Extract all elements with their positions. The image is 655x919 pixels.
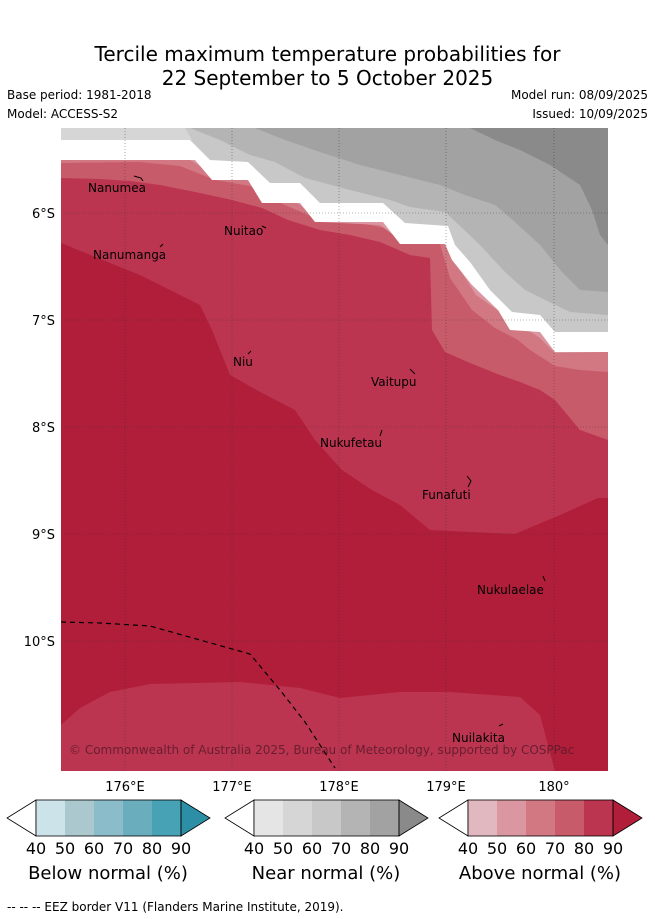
cb-tick: 40 bbox=[458, 839, 478, 858]
cb-tick: 60 bbox=[516, 839, 536, 858]
map-plot-area: Nanumea Nuitao Nanumanga Niu Vaitupu Nuk… bbox=[60, 128, 608, 771]
model-name: Model: ACCESS-S2 bbox=[7, 107, 119, 121]
cb-tick: 70 bbox=[113, 839, 133, 858]
cb-tick: 60 bbox=[84, 839, 104, 858]
lat-label: 6°S bbox=[32, 207, 55, 222]
place-label-nuitao: Nuitao bbox=[224, 224, 263, 238]
title-line-2: 22 September to 5 October 2025 bbox=[161, 66, 494, 90]
legend-title-below: Below normal (%) bbox=[28, 863, 188, 884]
cb-tick: 90 bbox=[389, 839, 409, 858]
map-gridlines bbox=[61, 128, 608, 771]
cb-tick: 70 bbox=[545, 839, 565, 858]
cb-tick: 40 bbox=[26, 839, 46, 858]
base-period: Base period: 1981-2018 bbox=[7, 88, 152, 102]
place-label-niu: Niu bbox=[233, 355, 253, 369]
cb-tick: 60 bbox=[302, 839, 322, 858]
legend-title-above: Above normal (%) bbox=[458, 863, 622, 884]
place-label-nanumea: Nanumea bbox=[88, 181, 146, 195]
legend-title-near: Near normal (%) bbox=[251, 863, 401, 884]
title-line-1: Tercile maximum temperature probabilitie… bbox=[94, 42, 561, 66]
place-label-nanumanga: Nanumanga bbox=[93, 248, 166, 262]
lon-label: 179°E bbox=[426, 780, 466, 795]
cb-tick: 40 bbox=[244, 839, 264, 858]
cb-tick: 70 bbox=[331, 839, 351, 858]
cb-tick: 90 bbox=[171, 839, 191, 858]
zone-near-50 bbox=[61, 128, 192, 140]
zone-above-80-south bbox=[61, 682, 555, 771]
place-label-nukulaelae: Nukulaelae bbox=[477, 583, 544, 597]
copyright-notice: © Commonwealth of Australia 2025, Bureau… bbox=[69, 743, 574, 757]
place-label-nuilakita: Nuilakita bbox=[452, 731, 505, 745]
lon-label: 180° bbox=[538, 780, 569, 795]
lon-label: 176°E bbox=[105, 780, 145, 795]
cb-tick: 50 bbox=[55, 839, 75, 858]
colorbar-near-normal bbox=[224, 799, 429, 837]
lon-label: 178°E bbox=[319, 780, 359, 795]
place-label-nukufetau: Nukufetau bbox=[320, 436, 382, 450]
model-run-date: Model run: 08/09/2025 bbox=[510, 88, 648, 102]
colorbar-above-normal bbox=[438, 799, 643, 837]
zone-near-80 bbox=[255, 128, 608, 292]
cb-tick: 90 bbox=[603, 839, 623, 858]
cb-tick: 80 bbox=[142, 839, 162, 858]
eez-footnote: -- -- -- EEZ border V11 (Flanders Marine… bbox=[7, 900, 344, 914]
cb-tick: 50 bbox=[487, 839, 507, 858]
place-label-funafuti: Funafuti bbox=[422, 488, 471, 502]
eez-border-line bbox=[60, 621, 336, 769]
issued-date: Issued: 10/09/2025 bbox=[532, 107, 648, 121]
island-markers bbox=[133, 175, 546, 727]
cb-tick: 80 bbox=[360, 839, 380, 858]
cb-tick: 50 bbox=[273, 839, 293, 858]
lat-label: 9°S bbox=[32, 528, 55, 543]
lat-label: 8°S bbox=[32, 421, 55, 436]
place-label-vaitupu: Vaitupu bbox=[371, 375, 417, 389]
colorbar-below-normal bbox=[6, 799, 211, 837]
lat-label: 7°S bbox=[32, 314, 55, 329]
lat-label: 10°S bbox=[24, 635, 55, 650]
cb-tick: 80 bbox=[574, 839, 594, 858]
zone-near-90 bbox=[470, 128, 608, 245]
lon-label: 177°E bbox=[212, 780, 252, 795]
